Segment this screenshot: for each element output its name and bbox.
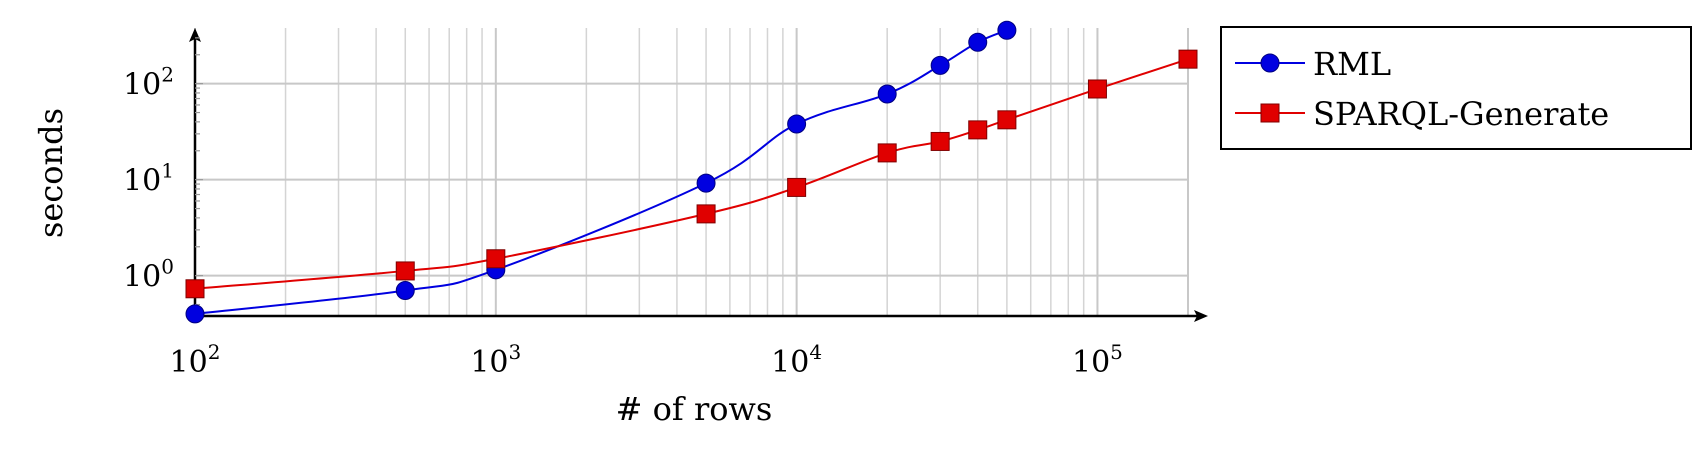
data-point-sparql-generate bbox=[997, 110, 1017, 130]
legend-entry-sparql-generate: SPARQL-Generate bbox=[1235, 95, 1609, 133]
data-point-rml bbox=[997, 20, 1017, 40]
y-axis-label: seconds bbox=[32, 108, 70, 238]
axis-ticks: 102 103 104 105 100 101 102 bbox=[123, 37, 1123, 380]
data-point-sparql-generate bbox=[395, 261, 415, 281]
series-layer bbox=[185, 20, 1198, 324]
data-point-sparql-generate bbox=[696, 204, 716, 224]
series-line-rml bbox=[194, 29, 1008, 315]
axes bbox=[189, 28, 1208, 322]
data-point-sparql-generate bbox=[787, 177, 807, 197]
legend-label-rml: RML bbox=[1313, 45, 1391, 83]
x-axis-arrow bbox=[1194, 310, 1208, 322]
data-point-rml bbox=[787, 114, 807, 134]
data-point-sparql-generate bbox=[930, 131, 950, 151]
legend-entry-rml: RML bbox=[1235, 45, 1391, 83]
legend-marker-rml bbox=[1260, 53, 1280, 73]
data-point-sparql-generate bbox=[1087, 79, 1107, 99]
legend-label-sparql-generate: SPARQL-Generate bbox=[1313, 95, 1609, 133]
x-tick-label: 102 bbox=[170, 340, 221, 380]
grid bbox=[194, 28, 1189, 316]
data-point-sparql-generate bbox=[968, 120, 988, 140]
data-point-sparql-generate bbox=[486, 249, 506, 269]
legend-marker-sparql-generate bbox=[1260, 103, 1280, 123]
data-point-rml bbox=[877, 84, 897, 104]
y-tick-label: 100 bbox=[123, 255, 174, 295]
data-point-sparql-generate bbox=[1178, 49, 1198, 69]
legend-box bbox=[1220, 26, 1692, 150]
x-tick-label: 105 bbox=[1072, 340, 1123, 380]
y-axis-arrow bbox=[189, 28, 201, 42]
data-point-rml bbox=[968, 32, 988, 52]
data-point-rml bbox=[696, 173, 716, 193]
y-tick-label: 102 bbox=[123, 63, 174, 103]
x-tick-label: 103 bbox=[470, 340, 521, 380]
y-tick-label: 101 bbox=[123, 159, 174, 199]
series-line-sparql-generate bbox=[194, 58, 1189, 290]
data-point-sparql-generate bbox=[877, 143, 897, 163]
data-point-rml bbox=[930, 55, 950, 75]
data-point-sparql-generate bbox=[185, 279, 205, 299]
data-point-rml bbox=[395, 281, 415, 301]
legend: RML SPARQL-Generate bbox=[1220, 26, 1692, 150]
x-tick-label: 104 bbox=[771, 340, 822, 380]
data-point-rml bbox=[185, 304, 205, 324]
x-axis-label: # of rows bbox=[616, 390, 773, 428]
